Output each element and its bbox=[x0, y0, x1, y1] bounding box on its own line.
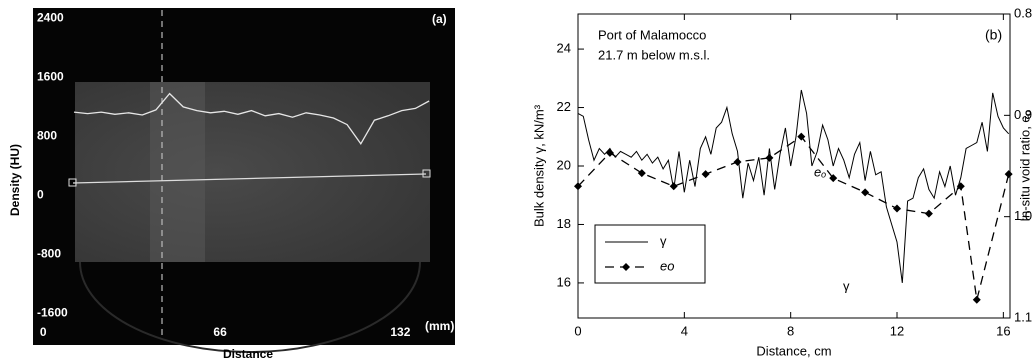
y2-tick-label: 0.9 bbox=[1014, 107, 1032, 122]
x-tick-label: 0 bbox=[40, 325, 47, 339]
y-tick-label: -1600 bbox=[37, 306, 68, 320]
y-tick-label: 2400 bbox=[37, 11, 64, 25]
y2-tick-label: 1.1 bbox=[1014, 309, 1032, 324]
y-tick-label: 16 bbox=[557, 274, 571, 289]
point bbox=[670, 182, 678, 190]
point bbox=[734, 158, 742, 166]
point bbox=[973, 296, 981, 304]
y-tick-label: 22 bbox=[557, 99, 571, 114]
y2-tick-label: 0.8 bbox=[1014, 5, 1032, 20]
ct-panel: (a) (mm) Density (HU) Distance 2400 1600 8… bbox=[8, 8, 455, 361]
specimen bbox=[75, 82, 430, 262]
y2-tick-label: 1.0 bbox=[1014, 208, 1032, 223]
x-axis-title: Distance bbox=[223, 347, 273, 361]
panel-label: (b) bbox=[985, 27, 1002, 43]
x-tick-label: 132 bbox=[390, 325, 410, 339]
x-tick-label: 16 bbox=[996, 323, 1010, 338]
legend-label: γ bbox=[660, 233, 667, 248]
x-tick-label: 4 bbox=[681, 323, 688, 338]
point bbox=[606, 149, 614, 157]
point bbox=[702, 170, 710, 178]
y-tick-label: 20 bbox=[557, 157, 571, 172]
legend-label: eo bbox=[660, 258, 674, 273]
point bbox=[1005, 170, 1013, 178]
y-tick-label: 0 bbox=[37, 188, 44, 202]
line-panel: Port of Malamocco 21.7 m below m.s.l. (b… bbox=[531, 5, 1032, 358]
point bbox=[638, 169, 646, 177]
y-tick-label: 18 bbox=[557, 216, 571, 231]
annotation: 21.7 m below m.s.l. bbox=[598, 47, 710, 62]
point bbox=[893, 205, 901, 213]
x-tick-label: 66 bbox=[213, 325, 227, 339]
curve-label: eₒ bbox=[814, 164, 826, 179]
curve-label: γ bbox=[843, 278, 850, 293]
y-tick-label: -800 bbox=[37, 247, 61, 261]
point bbox=[925, 210, 933, 218]
x-tick-label: 8 bbox=[787, 323, 794, 338]
panel-label: (a) bbox=[432, 12, 447, 26]
annotation: Port of Malamocco bbox=[598, 27, 706, 42]
x-axis-title: Distance, cm bbox=[756, 343, 831, 358]
y-axis-title: Bulk density γ, kN/m³ bbox=[531, 104, 546, 227]
y-tick-label: 800 bbox=[37, 129, 57, 143]
y2-axis-title: In-situ void ratio, eₒ bbox=[1017, 110, 1032, 221]
dense-zone bbox=[150, 82, 205, 262]
y-axis-title: Density (HU) bbox=[8, 144, 22, 216]
point bbox=[861, 188, 869, 196]
x-tick-label: 0 bbox=[574, 323, 581, 338]
y-tick-label: 1600 bbox=[37, 70, 64, 84]
figure: (a) (mm) Density (HU) Distance 240016008… bbox=[0, 0, 1035, 363]
x-tick-label: 12 bbox=[890, 323, 904, 338]
y-tick-label: 24 bbox=[557, 41, 571, 56]
legend bbox=[595, 225, 705, 283]
x-unit: (mm) bbox=[425, 319, 454, 333]
point bbox=[765, 154, 773, 162]
